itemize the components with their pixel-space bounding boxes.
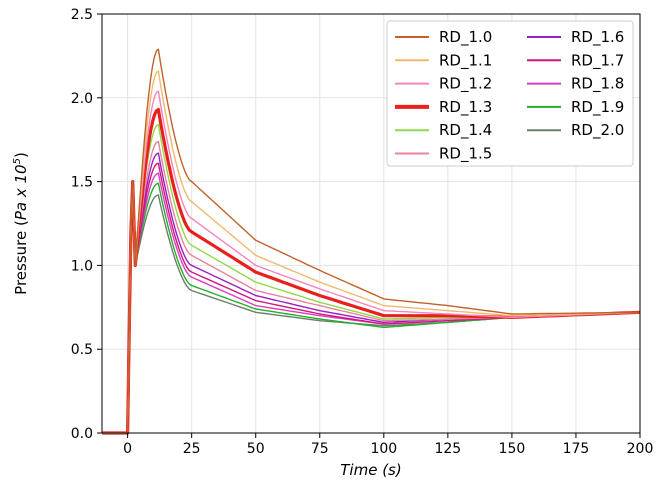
y-tick-label: 1.5 — [71, 175, 93, 191]
y-axis-label-unit: Pa x 10 — [12, 164, 30, 220]
x-tick-label: 0 — [123, 441, 132, 457]
x-tick-label: 150 — [499, 441, 526, 457]
y-tick-label: 0.5 — [71, 342, 93, 358]
legend-label: RD_1.4 — [439, 121, 492, 140]
x-tick-label: 75 — [311, 441, 329, 457]
y-tick-label: 2.5 — [71, 7, 93, 23]
legend-label: RD_1.6 — [571, 28, 624, 47]
legend-label: RD_1.1 — [439, 51, 492, 70]
legend-label: RD_1.7 — [571, 51, 624, 70]
legend-label: RD_1.2 — [439, 75, 492, 94]
legend: RD_1.0 RD_1.1 RD_1.2 RD_1.3 RD_1.4 RD_1.5 RD_1… — [386, 20, 634, 167]
y-axis-label-suffix: ) — [12, 152, 30, 158]
x-tick-label: 50 — [247, 441, 265, 457]
y-tick-label: 2.0 — [71, 91, 93, 107]
series-line — [102, 90, 641, 434]
series-line — [102, 48, 641, 434]
legend-label: RD_1.9 — [571, 98, 624, 117]
series-line — [102, 70, 641, 434]
x-tick-label: 25 — [183, 441, 201, 457]
series-lines — [102, 48, 641, 435]
y-tick-label: 1.0 — [71, 258, 93, 274]
legend-label: RD_1.5 — [439, 145, 492, 164]
plot-frame — [101, 13, 641, 434]
x-axis-ticks: 0 25 50 75 100 125 150 175 200 — [123, 433, 653, 457]
y-axis-label-exponent: 5 — [12, 158, 23, 164]
y-axis-ticks: 0.0 0.5 1.0 1.5 2.0 2.5 — [71, 7, 102, 442]
legend-label: RD_2.0 — [571, 121, 624, 140]
y-axis-label-prefix: Pressure ( — [12, 220, 30, 295]
x-axis-label: Time (s) — [340, 461, 401, 479]
y-axis-label: Pressure (Pa x 105) — [12, 152, 30, 295]
x-tick-label: 200 — [627, 441, 654, 457]
legend-label: RD_1.0 — [439, 28, 492, 47]
legend-label: RD_1.3 — [439, 98, 492, 117]
legend-box — [386, 20, 634, 167]
legend-label: RD_1.8 — [571, 75, 624, 94]
x-tick-label: 100 — [370, 441, 397, 457]
x-tick-label: 125 — [434, 441, 461, 457]
y-tick-label: 0.0 — [71, 426, 93, 442]
x-tick-label: 175 — [563, 441, 590, 457]
